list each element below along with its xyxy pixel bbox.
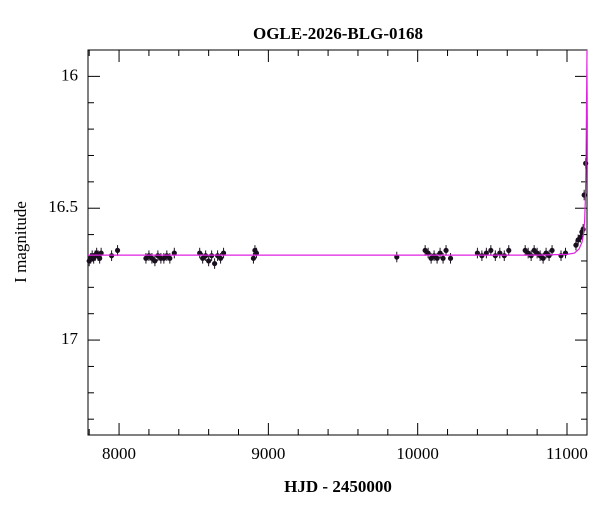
data-point	[546, 253, 552, 259]
data-point	[447, 255, 454, 261]
data-point	[206, 258, 212, 264]
data-point	[171, 250, 177, 256]
data-point	[474, 250, 481, 256]
data-point	[250, 255, 257, 261]
data-point	[98, 250, 104, 256]
data-point	[197, 250, 203, 256]
data-point	[440, 255, 446, 261]
x-tick-label: 11000	[546, 444, 588, 463]
chart-title: OGLE-2026-BLG-0168	[253, 24, 423, 43]
data-point	[425, 250, 431, 256]
data-point	[540, 255, 546, 261]
data-point	[558, 253, 564, 259]
x-tick-label: 8000	[102, 444, 136, 463]
data-point	[114, 247, 121, 254]
data-point	[443, 247, 449, 254]
data-point	[506, 247, 512, 254]
data-point	[220, 250, 227, 256]
data-point	[253, 250, 260, 256]
data-point	[212, 260, 218, 267]
data-point	[497, 250, 503, 256]
data-point	[580, 226, 586, 232]
x-tick-label: 10000	[396, 444, 439, 463]
data-point	[488, 247, 494, 254]
y-tick-label: 16.5	[48, 197, 78, 216]
x-axis-label: HJD - 2450000	[284, 477, 392, 496]
data-point	[437, 250, 443, 256]
y-tick-label: 16	[61, 65, 78, 84]
model-curve	[88, 49, 588, 256]
data-point	[217, 255, 224, 261]
data-point	[152, 258, 158, 264]
data-point	[573, 242, 579, 248]
y-axis-label: I magnitude	[11, 201, 30, 283]
plot-frame	[87, 49, 588, 436]
y-tick-label: 17	[61, 329, 79, 348]
data-point	[167, 255, 173, 261]
x-tick-label: 9000	[251, 444, 285, 463]
data-point	[549, 247, 555, 254]
data-point	[434, 255, 440, 261]
data-point	[483, 250, 489, 256]
